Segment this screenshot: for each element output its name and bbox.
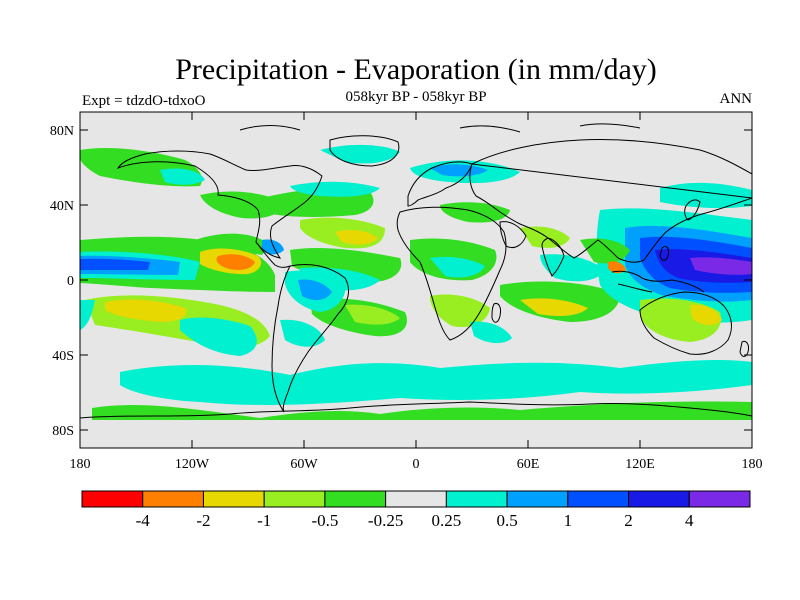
contour-spcz-cyan	[80, 300, 95, 330]
coast-africa	[396, 206, 507, 341]
coast-arctic-islands	[239, 123, 641, 133]
contour-amazon-blue	[298, 279, 332, 301]
colorbar-box	[506, 490, 569, 508]
contour-sam-south-cyan	[280, 319, 325, 347]
contour-wpac-purple	[690, 257, 752, 275]
colorbar-label: 0.25	[431, 511, 461, 530]
coast-philippines	[659, 245, 669, 261]
colorbar-box	[567, 490, 630, 508]
coast-greenland	[329, 135, 400, 167]
contour-epac-orange	[216, 254, 255, 270]
experiment-label: Expt = tdzdO-tdxoO	[82, 93, 206, 109]
coast-madagascar	[491, 303, 501, 323]
lon-label-60w: 60W	[290, 457, 318, 472]
contour-natl-cyan	[290, 181, 380, 197]
coast-india	[541, 237, 565, 277]
colorbar-box	[688, 490, 751, 508]
contour-spac-yellow	[105, 299, 187, 322]
colorbar-box	[385, 490, 447, 508]
colorbar-box	[628, 490, 690, 508]
contour-siberia-blue	[430, 164, 488, 177]
lon-label-180e: 180	[742, 457, 763, 472]
map-subtitle: 058kyr BP - 058kyr BP	[345, 89, 487, 105]
colorbar-box	[324, 490, 387, 508]
colorbar-label: -2	[196, 511, 210, 530]
coast-new-zealand	[739, 341, 749, 357]
coast-central-america	[255, 241, 291, 268]
coast-north-america	[116, 150, 323, 259]
contour-caribbean-blue	[262, 239, 284, 255]
colorbar-box	[445, 490, 508, 508]
coast-australia	[639, 291, 732, 355]
lon-label-0: 0	[413, 457, 420, 472]
contour-itcz-darkblue	[80, 258, 150, 270]
contour-namer-green	[200, 191, 285, 219]
coast-antarctica	[80, 401, 752, 419]
colorbar-boxes	[81, 490, 751, 508]
contour-atl-itcz-yellow	[335, 230, 378, 245]
lon-label-120e: 120E	[625, 457, 655, 472]
contour-spac-cyan-band	[180, 317, 257, 356]
coastlines	[80, 123, 752, 419]
season-label: ANN	[719, 91, 753, 107]
coast-indonesia	[611, 270, 705, 293]
colorbar-label: -0.25	[368, 511, 403, 530]
colorbar-label: -4	[136, 511, 151, 530]
colorbar-box	[263, 490, 326, 508]
contour-india-green	[520, 226, 570, 248]
lat-label-80s: 80S	[52, 424, 74, 439]
contour-africa-south-green	[430, 294, 490, 328]
tick-marks	[79, 112, 753, 448]
lon-label-60e: 60E	[517, 457, 540, 472]
contour-indian-cyan	[540, 254, 605, 282]
colorbar-box	[142, 490, 204, 508]
contour-satl-south-light	[345, 304, 400, 325]
colorbar-label: -0.5	[311, 511, 338, 530]
colorbar: -4 -2 -1 -0.5 -0.25 0.25 0.5 1 2 4	[81, 490, 751, 530]
colorbar-box	[81, 490, 144, 508]
map-title: Precipitation - Evaporation (in mm/day)	[175, 53, 657, 86]
colorbar-label: 2	[624, 511, 633, 530]
colorbar-label: -1	[257, 511, 271, 530]
contour-southern-cyan	[120, 360, 752, 405]
lon-label-120w: 120W	[175, 457, 210, 472]
contour-npac-cyan	[160, 168, 205, 185]
contour-seasia-red	[608, 261, 626, 274]
colorbar-label: 1	[564, 511, 573, 530]
colorbar-labels: -4 -2 -1 -0.5 -0.25 0.25 0.5 1 2 4	[136, 511, 694, 530]
colorbar-label: 0.5	[496, 511, 517, 530]
colorbar-box	[202, 490, 265, 508]
coast-arabia	[499, 221, 527, 249]
coast-japan	[684, 199, 701, 221]
contour-africa-cyan	[430, 256, 485, 278]
map-panel	[80, 112, 752, 448]
colorbar-label: 4	[685, 511, 694, 530]
lat-label-0: 0	[67, 274, 74, 289]
lat-label-40n: 40N	[50, 199, 74, 214]
contour-aus-yellow	[690, 304, 722, 326]
coast-europe	[407, 161, 473, 207]
lat-label-80n: 80N	[50, 124, 74, 139]
contour-indian-yellow	[520, 298, 588, 316]
coast-south-america	[271, 264, 349, 413]
lat-label-40s: 40S	[52, 349, 74, 364]
coast-eurasia	[469, 138, 752, 263]
contour-southern-green	[92, 401, 752, 420]
contour-africa-se-cyan	[470, 321, 512, 344]
lon-label-180w: 180	[70, 457, 91, 472]
